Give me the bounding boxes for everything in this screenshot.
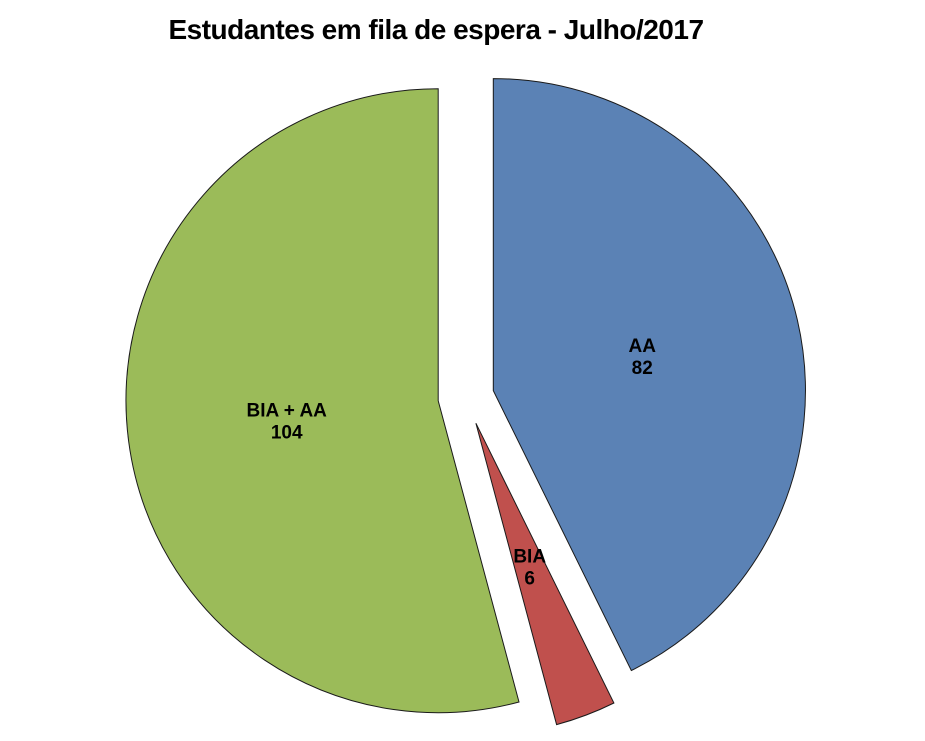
chart-title: Estudantes em fila de espera - Julho/201… xyxy=(168,14,704,45)
pie-slice-aa xyxy=(492,78,806,672)
pie-slice-bia xyxy=(475,422,615,726)
pie-slice-bia-aa xyxy=(125,88,520,714)
slice-label-aa: AA 82 xyxy=(628,336,656,379)
slice-label-bia-aa: BIA + AA 104 xyxy=(246,401,327,444)
slice-label-bia: BIA 6 xyxy=(513,546,546,589)
